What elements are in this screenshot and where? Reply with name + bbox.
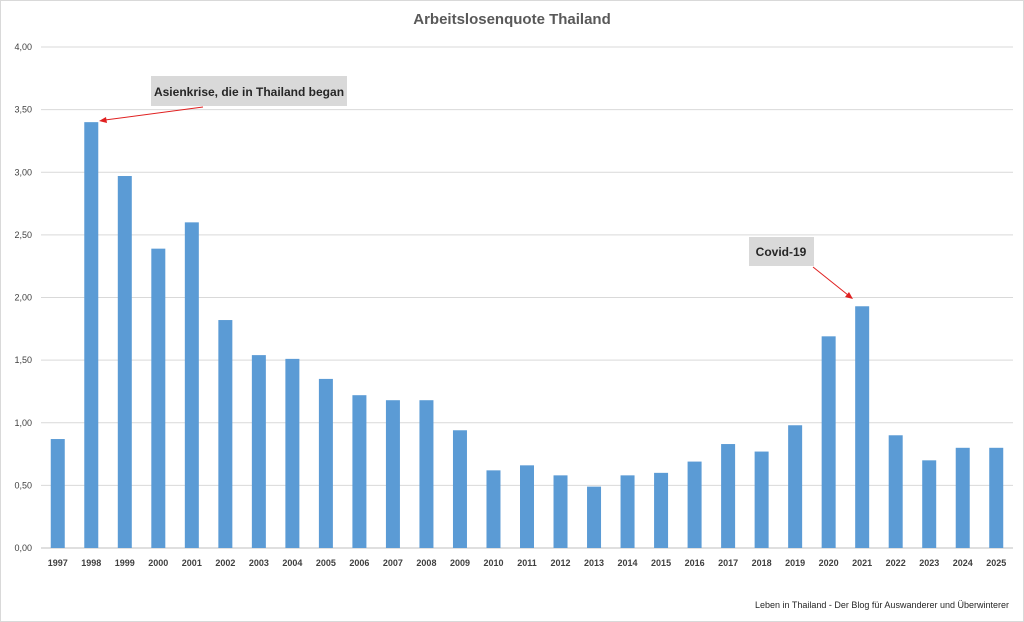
bar-2020 xyxy=(821,336,836,548)
y-tick-label: 3,00 xyxy=(14,167,32,177)
x-tick-label: 2006 xyxy=(349,558,369,568)
callout-covid: Covid-19 xyxy=(749,237,853,299)
bar-2008 xyxy=(419,400,434,548)
bar-2005 xyxy=(318,378,333,548)
bar-2001 xyxy=(184,222,199,548)
bar-2012 xyxy=(553,475,568,548)
bar-2002 xyxy=(218,320,233,548)
x-tick-label: 2009 xyxy=(450,558,470,568)
callout-asienkrise: Asienkrise, die in Thailand began xyxy=(99,76,347,123)
bar-2016 xyxy=(687,461,702,548)
callout-asienkrise-box xyxy=(151,76,347,106)
y-tick-label: 1,50 xyxy=(14,355,32,365)
bar-2018 xyxy=(754,451,769,548)
x-tick-label: 1998 xyxy=(81,558,101,568)
bar-2021 xyxy=(855,306,870,548)
bar-2004 xyxy=(285,358,300,548)
x-tick-label: 2015 xyxy=(651,558,671,568)
bar-2015 xyxy=(654,472,669,548)
footer-credit: Leben in Thailand - Der Blog für Auswand… xyxy=(755,600,1009,610)
bar-2017 xyxy=(721,444,736,548)
x-tick-label: 2024 xyxy=(953,558,973,568)
bar-2009 xyxy=(452,430,467,548)
x-axis-ticks: 1997 1998 1999 2000 2001 2002 2003 2004 2005 2006… xyxy=(48,558,1007,568)
x-tick-label: 2008 xyxy=(416,558,436,568)
bar-2000 xyxy=(151,248,166,548)
x-tick-label: 2005 xyxy=(316,558,336,568)
callout-covid-box xyxy=(749,237,814,266)
bar-1999 xyxy=(117,176,132,548)
y-tick-label: 2,00 xyxy=(14,293,32,303)
y-tick-label: 3,50 xyxy=(14,105,32,115)
bar-2014 xyxy=(620,475,635,548)
x-tick-label: 2007 xyxy=(383,558,403,568)
x-tick-label: 2004 xyxy=(282,558,302,568)
x-tick-label: 2010 xyxy=(483,558,503,568)
x-tick-label: 2025 xyxy=(986,558,1006,568)
bar-1997 xyxy=(50,439,65,548)
x-tick-label: 2017 xyxy=(718,558,738,568)
bar-2025 xyxy=(989,447,1004,548)
callout-covid-arrow-line xyxy=(812,266,849,296)
x-tick-label: 2011 xyxy=(517,558,537,568)
bars xyxy=(50,122,1004,549)
bar-1998 xyxy=(84,122,99,549)
chart-title: Arbeitslosenquote Thailand xyxy=(413,11,611,28)
gridlines xyxy=(41,46,1013,549)
x-tick-label: 2001 xyxy=(182,558,202,568)
callout-asienkrise-arrow-line xyxy=(104,106,204,121)
x-tick-label: 2018 xyxy=(752,558,772,568)
x-tick-label: 2000 xyxy=(148,558,168,568)
x-tick-label: 2020 xyxy=(819,558,839,568)
y-tick-label: 4,00 xyxy=(14,42,32,52)
x-tick-label: 2023 xyxy=(919,558,939,568)
bar-2010 xyxy=(486,470,501,548)
bar-2006 xyxy=(352,395,367,548)
x-tick-label: 2002 xyxy=(215,558,235,568)
callout-asienkrise-text: Asienkrise, die in Thailand began xyxy=(154,85,344,99)
y-tick-label: 1,00 xyxy=(14,418,32,428)
x-tick-label: 2012 xyxy=(551,558,571,568)
x-tick-label: 2019 xyxy=(785,558,805,568)
y-axis-ticks: 0,00 0,50 1,00 1,50 2,00 2,50 3,00 3,50 4,00 xyxy=(14,42,32,553)
bar-2022 xyxy=(888,435,903,548)
x-tick-label: 2014 xyxy=(618,558,638,568)
bar-2013 xyxy=(587,486,602,548)
x-tick-label: 2022 xyxy=(886,558,906,568)
x-tick-label: 2013 xyxy=(584,558,604,568)
bar-2003 xyxy=(251,355,266,548)
callout-covid-arrowhead xyxy=(845,292,853,299)
callout-asienkrise-arrowhead xyxy=(99,117,107,123)
x-tick-label: 2003 xyxy=(249,558,269,568)
bar-2007 xyxy=(385,400,400,548)
callout-covid-text: Covid-19 xyxy=(756,245,807,259)
x-tick-label: 2016 xyxy=(685,558,705,568)
y-tick-label: 0,50 xyxy=(14,480,32,490)
bar-2011 xyxy=(520,465,534,548)
bar-2024 xyxy=(955,447,970,548)
y-tick-label: 0,00 xyxy=(14,543,32,553)
x-tick-label: 1999 xyxy=(115,558,135,568)
bar-2023 xyxy=(922,460,937,548)
x-tick-label: 1997 xyxy=(48,558,68,568)
y-tick-label: 2,50 xyxy=(14,230,32,240)
bar-2019 xyxy=(788,425,803,548)
x-tick-label: 2021 xyxy=(852,558,872,568)
